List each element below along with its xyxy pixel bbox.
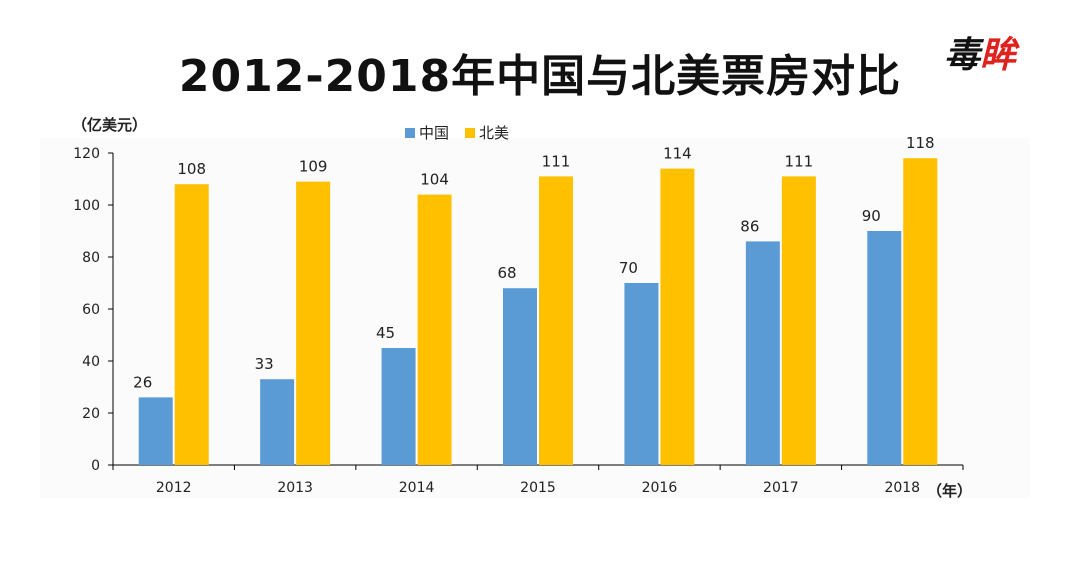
data-label-north-america: 111 (542, 152, 571, 170)
data-label-china: 33 (255, 355, 274, 373)
x-tick-label: 2017 (763, 480, 799, 496)
bar-china (381, 348, 416, 465)
y-tick-label: 40 (82, 354, 100, 370)
legend-swatch-china (405, 127, 415, 138)
x-tick-label: 2016 (642, 480, 678, 496)
x-tick-label: 2015 (520, 480, 556, 496)
y-tick-label: 20 (82, 406, 100, 422)
bar-north-america (781, 176, 816, 465)
legend: 中国 北美 (405, 122, 519, 143)
data-label-north-america: 111 (785, 152, 814, 170)
data-label-china: 86 (740, 217, 759, 235)
data-label-north-america: 114 (663, 145, 692, 163)
bar-north-america (660, 168, 695, 465)
x-tick-label: 2012 (156, 480, 192, 496)
x-tick-label: 2013 (277, 480, 313, 496)
data-label-china: 70 (619, 259, 638, 277)
data-label-north-america: 109 (299, 158, 328, 176)
bar-china (867, 231, 902, 465)
y-tick-label: 120 (73, 146, 100, 162)
legend-swatch-north-america (465, 127, 476, 138)
x-tick-label: 2018 (884, 480, 920, 496)
legend-item-china: 中国 (405, 122, 449, 143)
data-label-north-america: 104 (420, 171, 449, 189)
data-label-china: 68 (497, 264, 516, 282)
logo-char-2: 眸 (980, 35, 1017, 76)
legend-label-north-america: 北美 (479, 124, 510, 142)
bar-north-america (174, 184, 209, 465)
bar-north-america (903, 158, 938, 465)
y-tick-label: 80 (82, 250, 100, 266)
bar-north-america (539, 176, 573, 465)
legend-item-north-america: 北美 (465, 122, 509, 143)
brand-logo: 毒眸 (944, 26, 1016, 78)
bar-china (138, 397, 173, 465)
bar-north-america (417, 194, 452, 465)
bar-north-america (296, 181, 331, 465)
y-tick-label: 100 (73, 198, 100, 214)
logo-char-1: 毒 (944, 35, 981, 76)
data-label-china: 45 (376, 324, 395, 342)
bar-china (503, 288, 537, 465)
data-label-china: 90 (862, 207, 881, 225)
y-axis-unit-label: （亿美元） (72, 116, 148, 134)
bar-china (624, 283, 659, 465)
x-axis-unit-label: （年） (927, 482, 973, 500)
x-tick-label: 2014 (399, 480, 435, 496)
bar-china (745, 241, 780, 465)
data-label-north-america: 108 (177, 160, 206, 178)
data-label-north-america: 118 (906, 134, 935, 152)
bar-china (260, 379, 295, 465)
legend-label-china: 中国 (419, 124, 450, 142)
y-tick-label: 60 (82, 302, 100, 318)
data-label-china: 26 (133, 373, 152, 391)
chart-title: 2012-2018年中国与北美票房对比 (178, 51, 902, 102)
y-tick-label: 0 (91, 458, 100, 474)
